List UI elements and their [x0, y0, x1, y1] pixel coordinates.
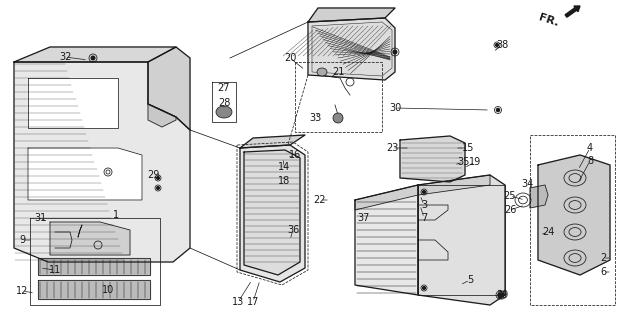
Text: 23: 23: [386, 143, 398, 153]
Polygon shape: [244, 150, 300, 275]
Text: 13: 13: [232, 297, 244, 307]
Text: 28: 28: [218, 98, 230, 108]
Text: 8: 8: [587, 156, 593, 166]
Text: 11: 11: [49, 265, 61, 275]
Text: 6: 6: [600, 267, 606, 277]
Circle shape: [156, 187, 159, 189]
Polygon shape: [418, 175, 505, 305]
Text: 24: 24: [542, 227, 554, 237]
Circle shape: [393, 50, 397, 54]
Circle shape: [496, 108, 499, 112]
Text: 39: 39: [496, 290, 508, 300]
Text: 18: 18: [278, 176, 290, 186]
Text: 22: 22: [314, 195, 326, 205]
Text: 32: 32: [59, 52, 71, 62]
Polygon shape: [312, 22, 392, 76]
Text: 29: 29: [147, 170, 159, 180]
Polygon shape: [355, 175, 490, 210]
Text: 36: 36: [287, 225, 299, 235]
Polygon shape: [38, 280, 150, 299]
Text: 3: 3: [421, 200, 427, 210]
Polygon shape: [14, 62, 190, 262]
Text: 12: 12: [16, 286, 28, 296]
Polygon shape: [538, 155, 610, 275]
Polygon shape: [212, 82, 236, 122]
Text: 20: 20: [284, 53, 296, 63]
Circle shape: [333, 113, 343, 123]
Text: 37: 37: [357, 213, 369, 223]
Circle shape: [496, 44, 498, 46]
Circle shape: [500, 293, 504, 297]
Ellipse shape: [216, 106, 232, 118]
Polygon shape: [530, 185, 548, 208]
FancyArrow shape: [565, 6, 580, 17]
Text: 31: 31: [34, 213, 46, 223]
Ellipse shape: [317, 68, 327, 76]
Polygon shape: [308, 18, 395, 80]
Text: 35: 35: [457, 157, 469, 167]
Text: 17: 17: [247, 297, 259, 307]
Text: 4: 4: [587, 143, 593, 153]
Text: 7: 7: [421, 213, 427, 223]
Polygon shape: [240, 135, 305, 148]
Text: 19: 19: [469, 157, 481, 167]
Text: 26: 26: [504, 205, 516, 215]
Circle shape: [156, 177, 159, 179]
Text: 38: 38: [496, 40, 508, 50]
Text: 2: 2: [600, 253, 606, 263]
Text: 33: 33: [309, 113, 321, 123]
Circle shape: [91, 56, 95, 60]
Polygon shape: [400, 136, 465, 182]
Circle shape: [423, 191, 425, 193]
Polygon shape: [355, 185, 418, 295]
Text: 10: 10: [102, 285, 114, 295]
Text: 30: 30: [389, 103, 401, 113]
Text: 5: 5: [467, 275, 473, 285]
Polygon shape: [240, 145, 305, 282]
Text: 15: 15: [462, 143, 474, 153]
Polygon shape: [38, 258, 150, 275]
Polygon shape: [14, 47, 176, 62]
Text: 9: 9: [19, 235, 25, 245]
Text: FR.: FR.: [538, 12, 560, 28]
Text: 21: 21: [332, 67, 344, 77]
Circle shape: [423, 287, 425, 289]
Circle shape: [498, 293, 502, 297]
Polygon shape: [28, 78, 118, 128]
Text: 27: 27: [218, 83, 231, 93]
Polygon shape: [28, 148, 142, 200]
Text: 25: 25: [504, 191, 516, 201]
Polygon shape: [148, 47, 190, 130]
Text: 34: 34: [521, 179, 533, 189]
Text: 1: 1: [113, 210, 119, 220]
Polygon shape: [50, 222, 130, 255]
Text: 14: 14: [278, 162, 290, 172]
Text: 16: 16: [289, 150, 301, 160]
Polygon shape: [308, 8, 395, 22]
Polygon shape: [148, 104, 176, 127]
